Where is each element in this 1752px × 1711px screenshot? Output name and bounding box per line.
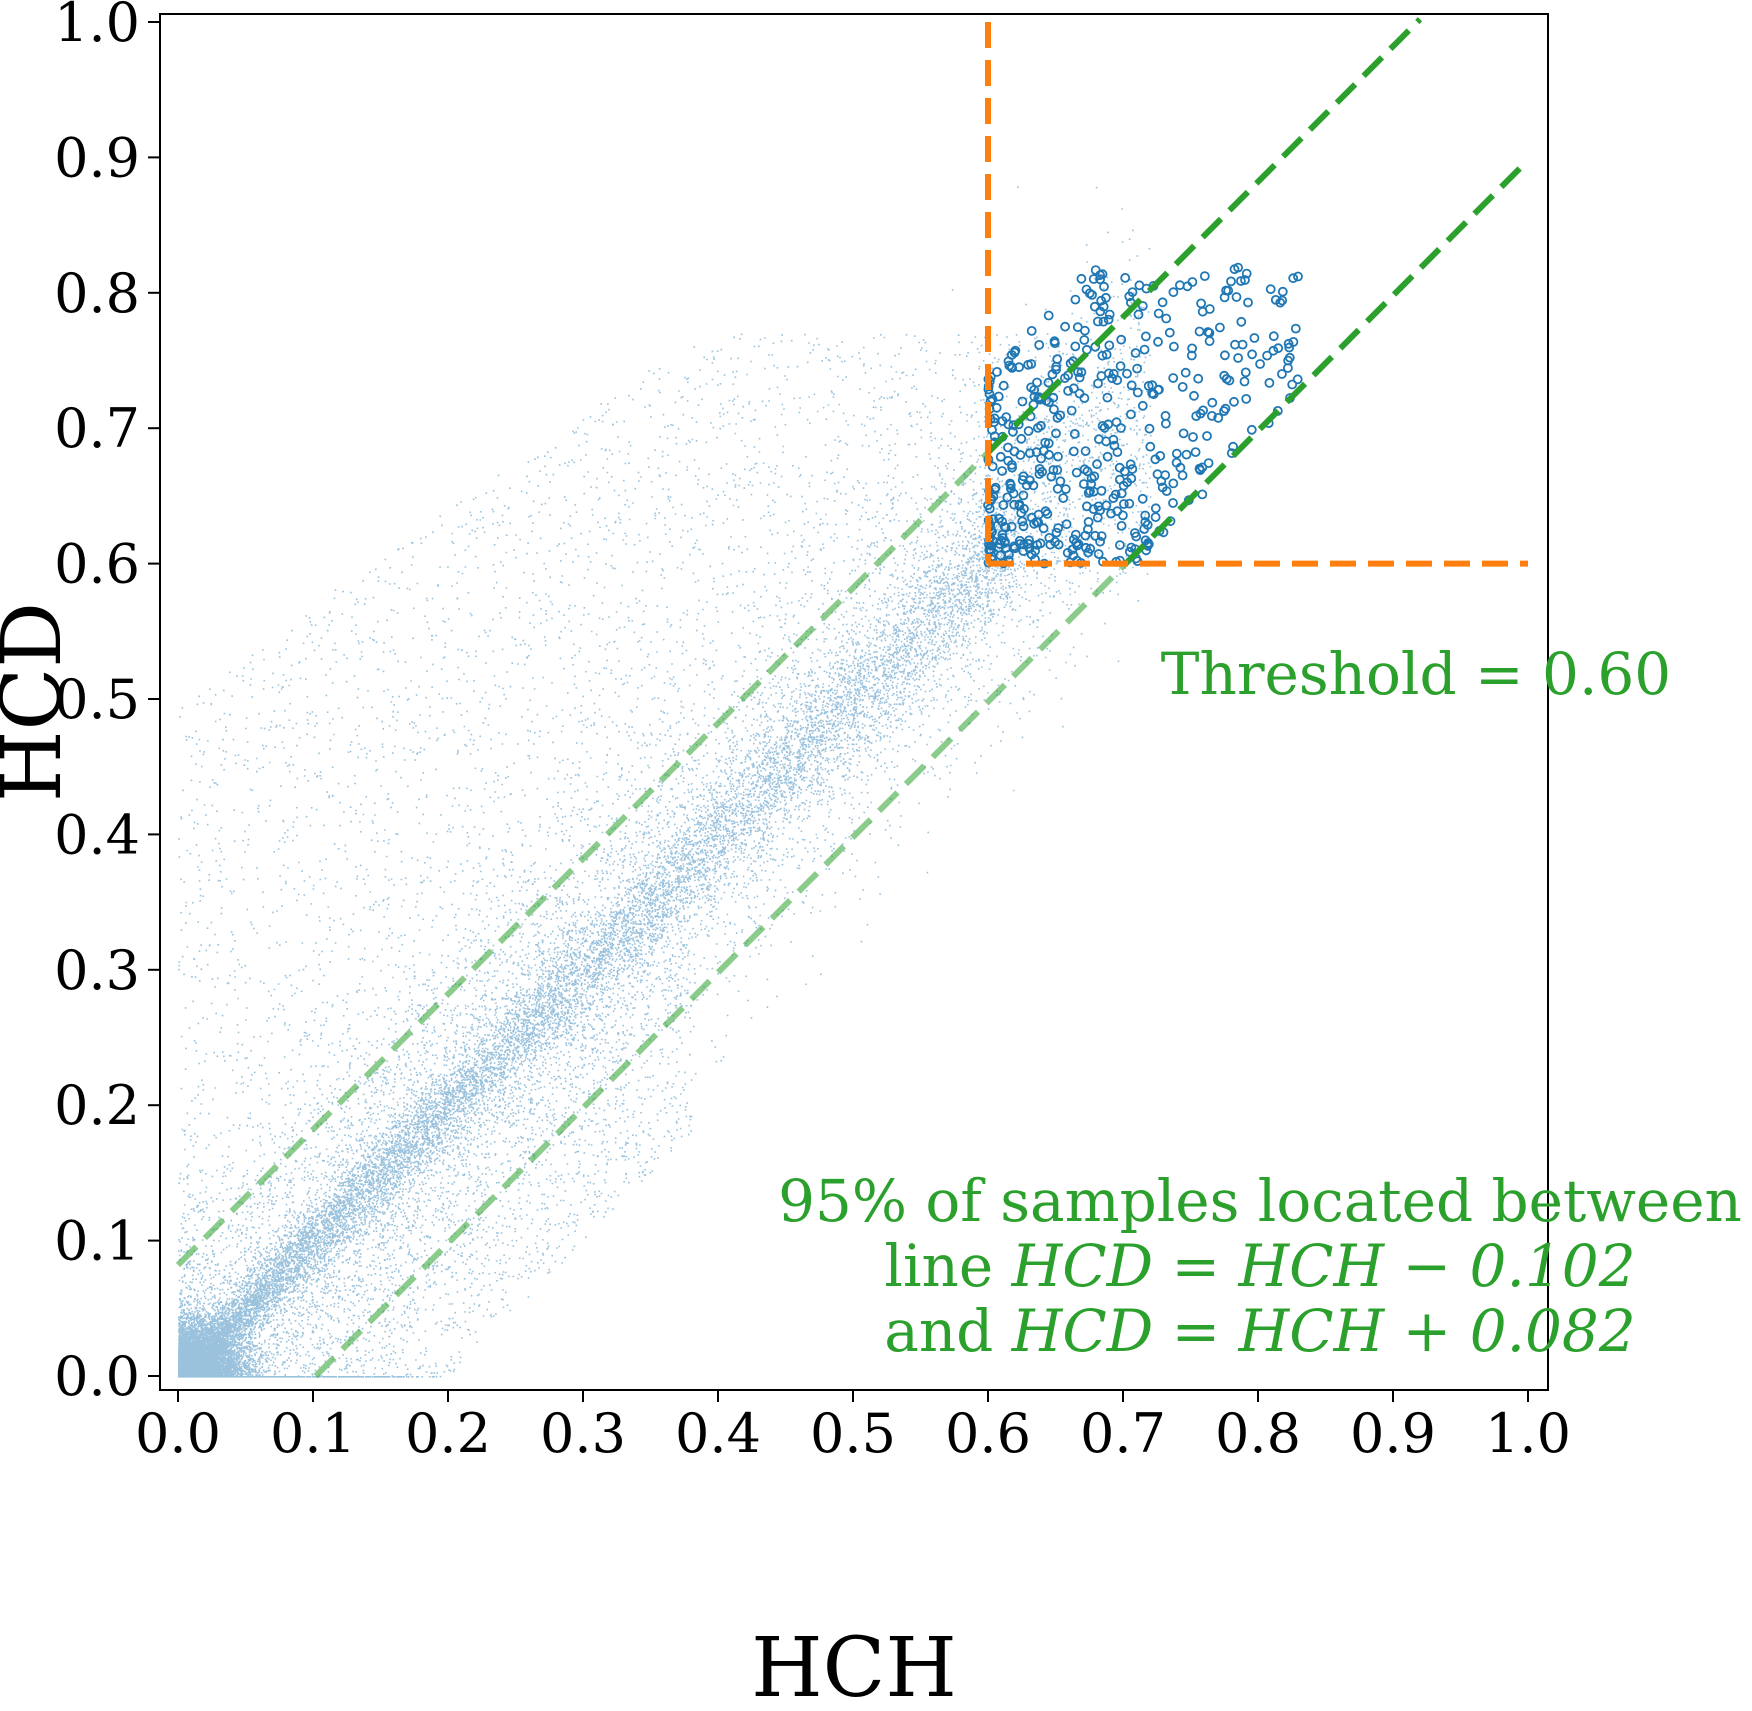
y-tick-label: 0.4 bbox=[54, 803, 140, 866]
axis-ticks-layer: 0.0 0.1 0.2 0.3 0.4 0.5 0.6 0.7 0.8 0.9 1.0 0.0 0.1 0… bbox=[54, 0, 1571, 1465]
above-threshold-points-layer bbox=[983, 262, 1303, 569]
annotation-line-3-prefix: and bbox=[884, 1297, 1012, 1365]
x-tick-label: 0.3 bbox=[540, 1402, 626, 1465]
sample-points-layer bbox=[178, 186, 1152, 1378]
y-tick-label: 0.9 bbox=[54, 126, 140, 189]
x-axis-title: HCH bbox=[751, 1621, 957, 1711]
x-tick-label: 1.0 bbox=[1485, 1402, 1571, 1465]
sample-points bbox=[178, 186, 1152, 1378]
bound-line-lower bbox=[1123, 157, 1531, 566]
annotation-line-3: and HCD = HCH + 0.082 bbox=[884, 1297, 1635, 1365]
threshold-label: Threshold = 0.60 bbox=[1161, 640, 1671, 708]
annotation-line-2-prefix: line bbox=[884, 1232, 1011, 1300]
y-tick-label: 0.5 bbox=[54, 668, 140, 731]
y-tick-label: 0.7 bbox=[54, 397, 140, 460]
bound-line-upper bbox=[985, 17, 1423, 455]
x-tick-label: 0.8 bbox=[1215, 1402, 1301, 1465]
bound-line-upper-faded bbox=[175, 450, 991, 1268]
y-tick-label: 0.2 bbox=[54, 1074, 140, 1137]
x-tick-label: 0.1 bbox=[270, 1402, 356, 1465]
above-threshold-points bbox=[983, 262, 1303, 569]
x-tick-label: 0.6 bbox=[945, 1402, 1031, 1465]
x-tick-label: 0.7 bbox=[1080, 1402, 1166, 1465]
x-tick-label: 0.0 bbox=[135, 1402, 221, 1465]
x-tick-label: 0.9 bbox=[1350, 1402, 1436, 1465]
annotation-line-2: line HCD = HCH − 0.102 bbox=[884, 1232, 1635, 1300]
y-tick-label: 0.1 bbox=[54, 1210, 140, 1273]
bounds-annotation: 95% of samples located between line HCD … bbox=[778, 1167, 1742, 1365]
annotation-line-3-equation: HCD = HCH + 0.082 bbox=[1011, 1297, 1636, 1365]
annotation-line-1: 95% of samples located between bbox=[778, 1167, 1742, 1235]
y-axis-title: HCD bbox=[0, 602, 80, 802]
bound-line-lower-faded bbox=[313, 561, 1128, 1379]
x-tick-label: 0.5 bbox=[810, 1402, 896, 1465]
x-tick-label: 0.2 bbox=[405, 1402, 491, 1465]
x-tick-label: 0.4 bbox=[675, 1402, 761, 1465]
reference-lines-layer bbox=[175, 17, 1531, 1379]
y-tick-label: 0.6 bbox=[54, 533, 140, 596]
y-tick-label: 0.0 bbox=[54, 1345, 140, 1408]
y-tick-label: 0.3 bbox=[54, 939, 140, 1002]
y-tick-label: 0.8 bbox=[54, 262, 140, 325]
annotation-line-2-equation: HCD = HCH − 0.102 bbox=[1011, 1232, 1636, 1300]
y-tick-label: 1.0 bbox=[54, 0, 140, 54]
